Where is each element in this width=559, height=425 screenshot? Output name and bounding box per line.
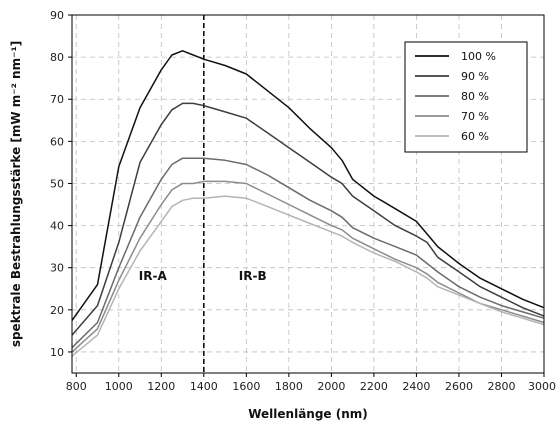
x-tick-label: 2200	[360, 380, 388, 393]
x-tick-label: 1600	[232, 380, 260, 393]
y-axis-title: spektrale Bestrahlungsstärke [mW m⁻² nm⁻…	[9, 41, 23, 347]
tick-labels: 10 20 30 40 50 60 70 80 90 800 1000 1200 1400 1600 180…	[50, 9, 556, 393]
y-tick-label: 50	[50, 177, 64, 190]
grid	[72, 15, 544, 373]
legend-label-5: 60 %	[461, 130, 489, 143]
x-tick-label: 1000	[105, 380, 133, 393]
x-tick-label: 1800	[275, 380, 303, 393]
legend-label-1: 100 %	[461, 50, 496, 63]
x-tick-label: 3000	[528, 380, 556, 393]
series-line-4	[71, 180, 545, 353]
y-tick-label: 40	[50, 220, 64, 233]
series-line-5	[71, 195, 545, 357]
x-tick-label: 800	[66, 380, 87, 393]
region-label-ir-a: IR-A	[139, 269, 168, 283]
x-tick-label: 2600	[445, 380, 473, 393]
y-tick-label: 70	[50, 93, 64, 106]
x-tick-label: 2000	[317, 380, 345, 393]
region-label-ir-b: IR-B	[239, 269, 267, 283]
ticks-layer	[68, 14, 545, 377]
plot-frame	[71, 14, 545, 374]
y-tick-label: 20	[50, 304, 64, 317]
series-layer	[71, 50, 545, 357]
y-tick-label: 10	[50, 346, 64, 359]
legend: 100 % 90 % 80 % 70 % 60 %	[404, 41, 528, 153]
legend-label-2: 90 %	[461, 70, 489, 83]
y-tick-label: 80	[50, 51, 64, 64]
series-line-3	[71, 157, 545, 349]
legend-label-3: 80 %	[461, 90, 489, 103]
y-tick-label: 30	[50, 262, 64, 275]
y-tick-label: 60	[50, 135, 64, 148]
x-tick-label: 1200	[147, 380, 175, 393]
series-line-1	[71, 50, 545, 321]
x-tick-label: 1400	[190, 380, 218, 393]
legend-box	[404, 41, 528, 153]
legend-label-4: 70 %	[461, 110, 489, 123]
x-tick-label: 2800	[487, 380, 515, 393]
x-axis-title: Wellenlänge (nm)	[248, 407, 368, 421]
y-tick-label: 90	[50, 9, 64, 22]
x-tick-label: 2400	[402, 380, 430, 393]
series-line-2	[71, 102, 545, 336]
